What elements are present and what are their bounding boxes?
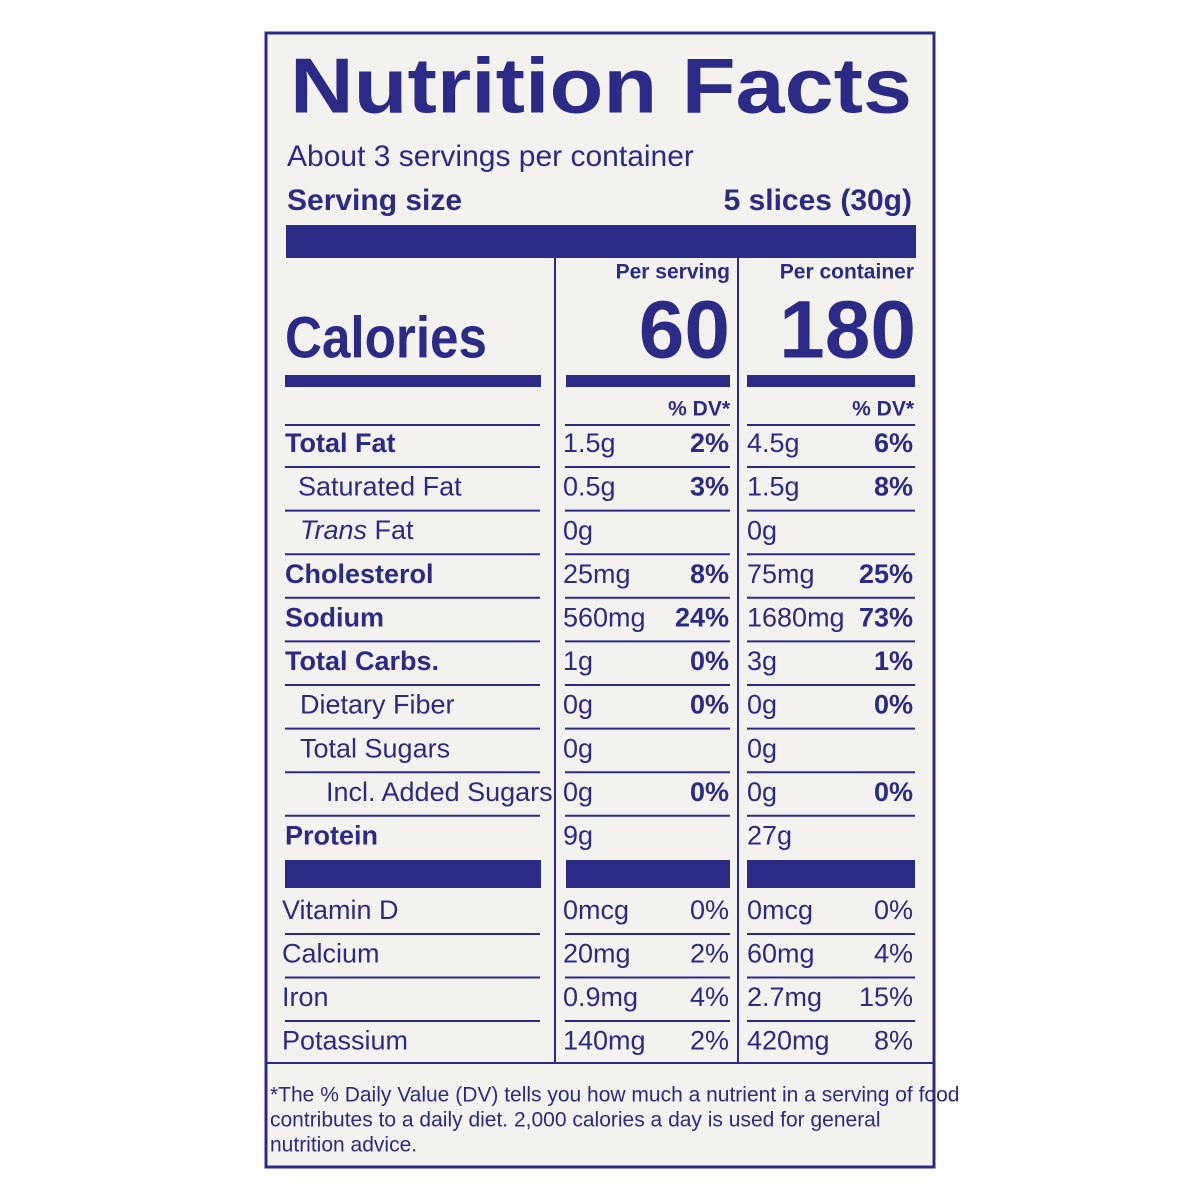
serving-amount: 20mg: [563, 939, 631, 969]
servings: About 3 servings per container: [287, 140, 694, 173]
container-dv: 6%: [874, 428, 913, 458]
serving-dv: 0%: [690, 646, 729, 676]
name: Fat: [375, 515, 415, 545]
nutrient-name: Incl. Added Sugars: [326, 777, 553, 807]
container-dv: 0%: [874, 895, 913, 925]
container-dv: 4%: [874, 939, 913, 969]
container-amount: 420mg: [747, 1026, 830, 1056]
nutrient-name: Sodium: [285, 603, 384, 633]
thick-bar: [285, 860, 541, 888]
serving-amount: 140mg: [563, 1026, 646, 1056]
serving-amount: 1.5g: [563, 428, 616, 458]
container-dv: 0%: [874, 690, 913, 720]
serving-dv: 2%: [690, 1026, 729, 1056]
thick-bar: [286, 225, 916, 258]
nutrient-name: Total Carbs.: [285, 646, 439, 676]
name-prefix: Trans: [300, 515, 367, 545]
container-amount: 2.7mg: [747, 982, 822, 1012]
container-amount: 0g: [747, 733, 777, 763]
nutrient-name: Vitamin D: [282, 895, 399, 925]
container-amount: 0g: [747, 515, 777, 545]
serving-dv: 4%: [690, 982, 729, 1012]
nutrient-name: Potassium: [282, 1026, 408, 1056]
dv-label: % DV*: [852, 398, 915, 421]
serving-dv: 0%: [690, 895, 729, 925]
serving-amount: 0g: [563, 690, 593, 720]
serving-dv: 2%: [690, 939, 729, 969]
serving-amount: 0g: [563, 515, 593, 545]
container-amount: 0g: [747, 690, 777, 720]
footnote-line: *The % Daily Value (DV) tells you how mu…: [270, 1084, 959, 1107]
serving-amount: 0g: [563, 777, 593, 807]
container-dv: 8%: [874, 1026, 913, 1056]
serving-amount: 560mg: [563, 603, 646, 633]
nutrient-name: Saturated Fat: [298, 472, 462, 502]
container-amount: 1.5g: [747, 472, 800, 502]
nutrient-name: Iron: [282, 982, 329, 1012]
calories-container: 180: [779, 285, 916, 376]
container-amount: 3g: [747, 646, 777, 676]
thick-bar: [747, 860, 915, 888]
container-amount: 60mg: [747, 939, 815, 969]
container-dv: 8%: [874, 472, 913, 502]
thick-bar: [285, 375, 541, 387]
thick-bar: [566, 860, 730, 888]
footnote-line: contributes to a daily diet. 2,000 calor…: [270, 1109, 881, 1132]
container-dv: 0%: [874, 777, 913, 807]
serving-amount: 1g: [563, 646, 593, 676]
thick-bar: [566, 375, 730, 387]
container-amount: 75mg: [747, 559, 815, 589]
title: Nutrition Facts: [290, 42, 912, 130]
container-dv: 1%: [874, 646, 913, 676]
nutrient-name: Total Sugars: [300, 733, 450, 763]
serving-amount: 9g: [563, 821, 593, 851]
container-amount: 27g: [747, 821, 792, 851]
container-amount: 0mcg: [747, 895, 813, 925]
thick-bar: [747, 375, 915, 387]
serving-dv: 0%: [690, 690, 729, 720]
serving-size: 5 slices (30g): [724, 184, 912, 217]
nutrient-name: Dietary Fiber: [300, 690, 455, 720]
footnote-line: nutrition advice.: [270, 1134, 417, 1157]
container-amount: 4.5g: [747, 428, 800, 458]
nutrient-name: Calcium: [282, 939, 380, 969]
container-dv: 73%: [859, 603, 913, 633]
serving-amount: 0.5g: [563, 472, 616, 502]
serving-size-label: Serving size: [287, 184, 462, 217]
serving-dv: 24%: [675, 603, 729, 633]
container-dv: 25%: [859, 559, 913, 589]
calories-label: Calories: [285, 305, 487, 370]
serving-dv: 3%: [690, 472, 729, 502]
per-serving-label: Per serving: [616, 261, 730, 284]
container-dv: 15%: [859, 982, 913, 1012]
nutrient-name: Total Fat: [285, 428, 396, 458]
dv-label: % DV*: [668, 398, 731, 421]
serving-amount: 25mg: [563, 559, 631, 589]
serving-amount: 0mcg: [563, 895, 629, 925]
container-amount: 0g: [747, 777, 777, 807]
serving-dv: 2%: [690, 428, 729, 458]
serving-amount: 0g: [563, 733, 593, 763]
nutrient-name: Cholesterol: [285, 559, 434, 589]
serving-amount: 0.9mg: [563, 982, 638, 1012]
serving-dv: 0%: [690, 777, 729, 807]
nutrient-name: Trans Fat: [300, 515, 414, 545]
serving-dv: 8%: [690, 559, 729, 589]
per-container-label: Per container: [780, 261, 914, 284]
calories-serving: 60: [639, 285, 730, 376]
container-amount: 1680mg: [747, 603, 845, 633]
nutrient-name: Protein: [285, 821, 378, 851]
